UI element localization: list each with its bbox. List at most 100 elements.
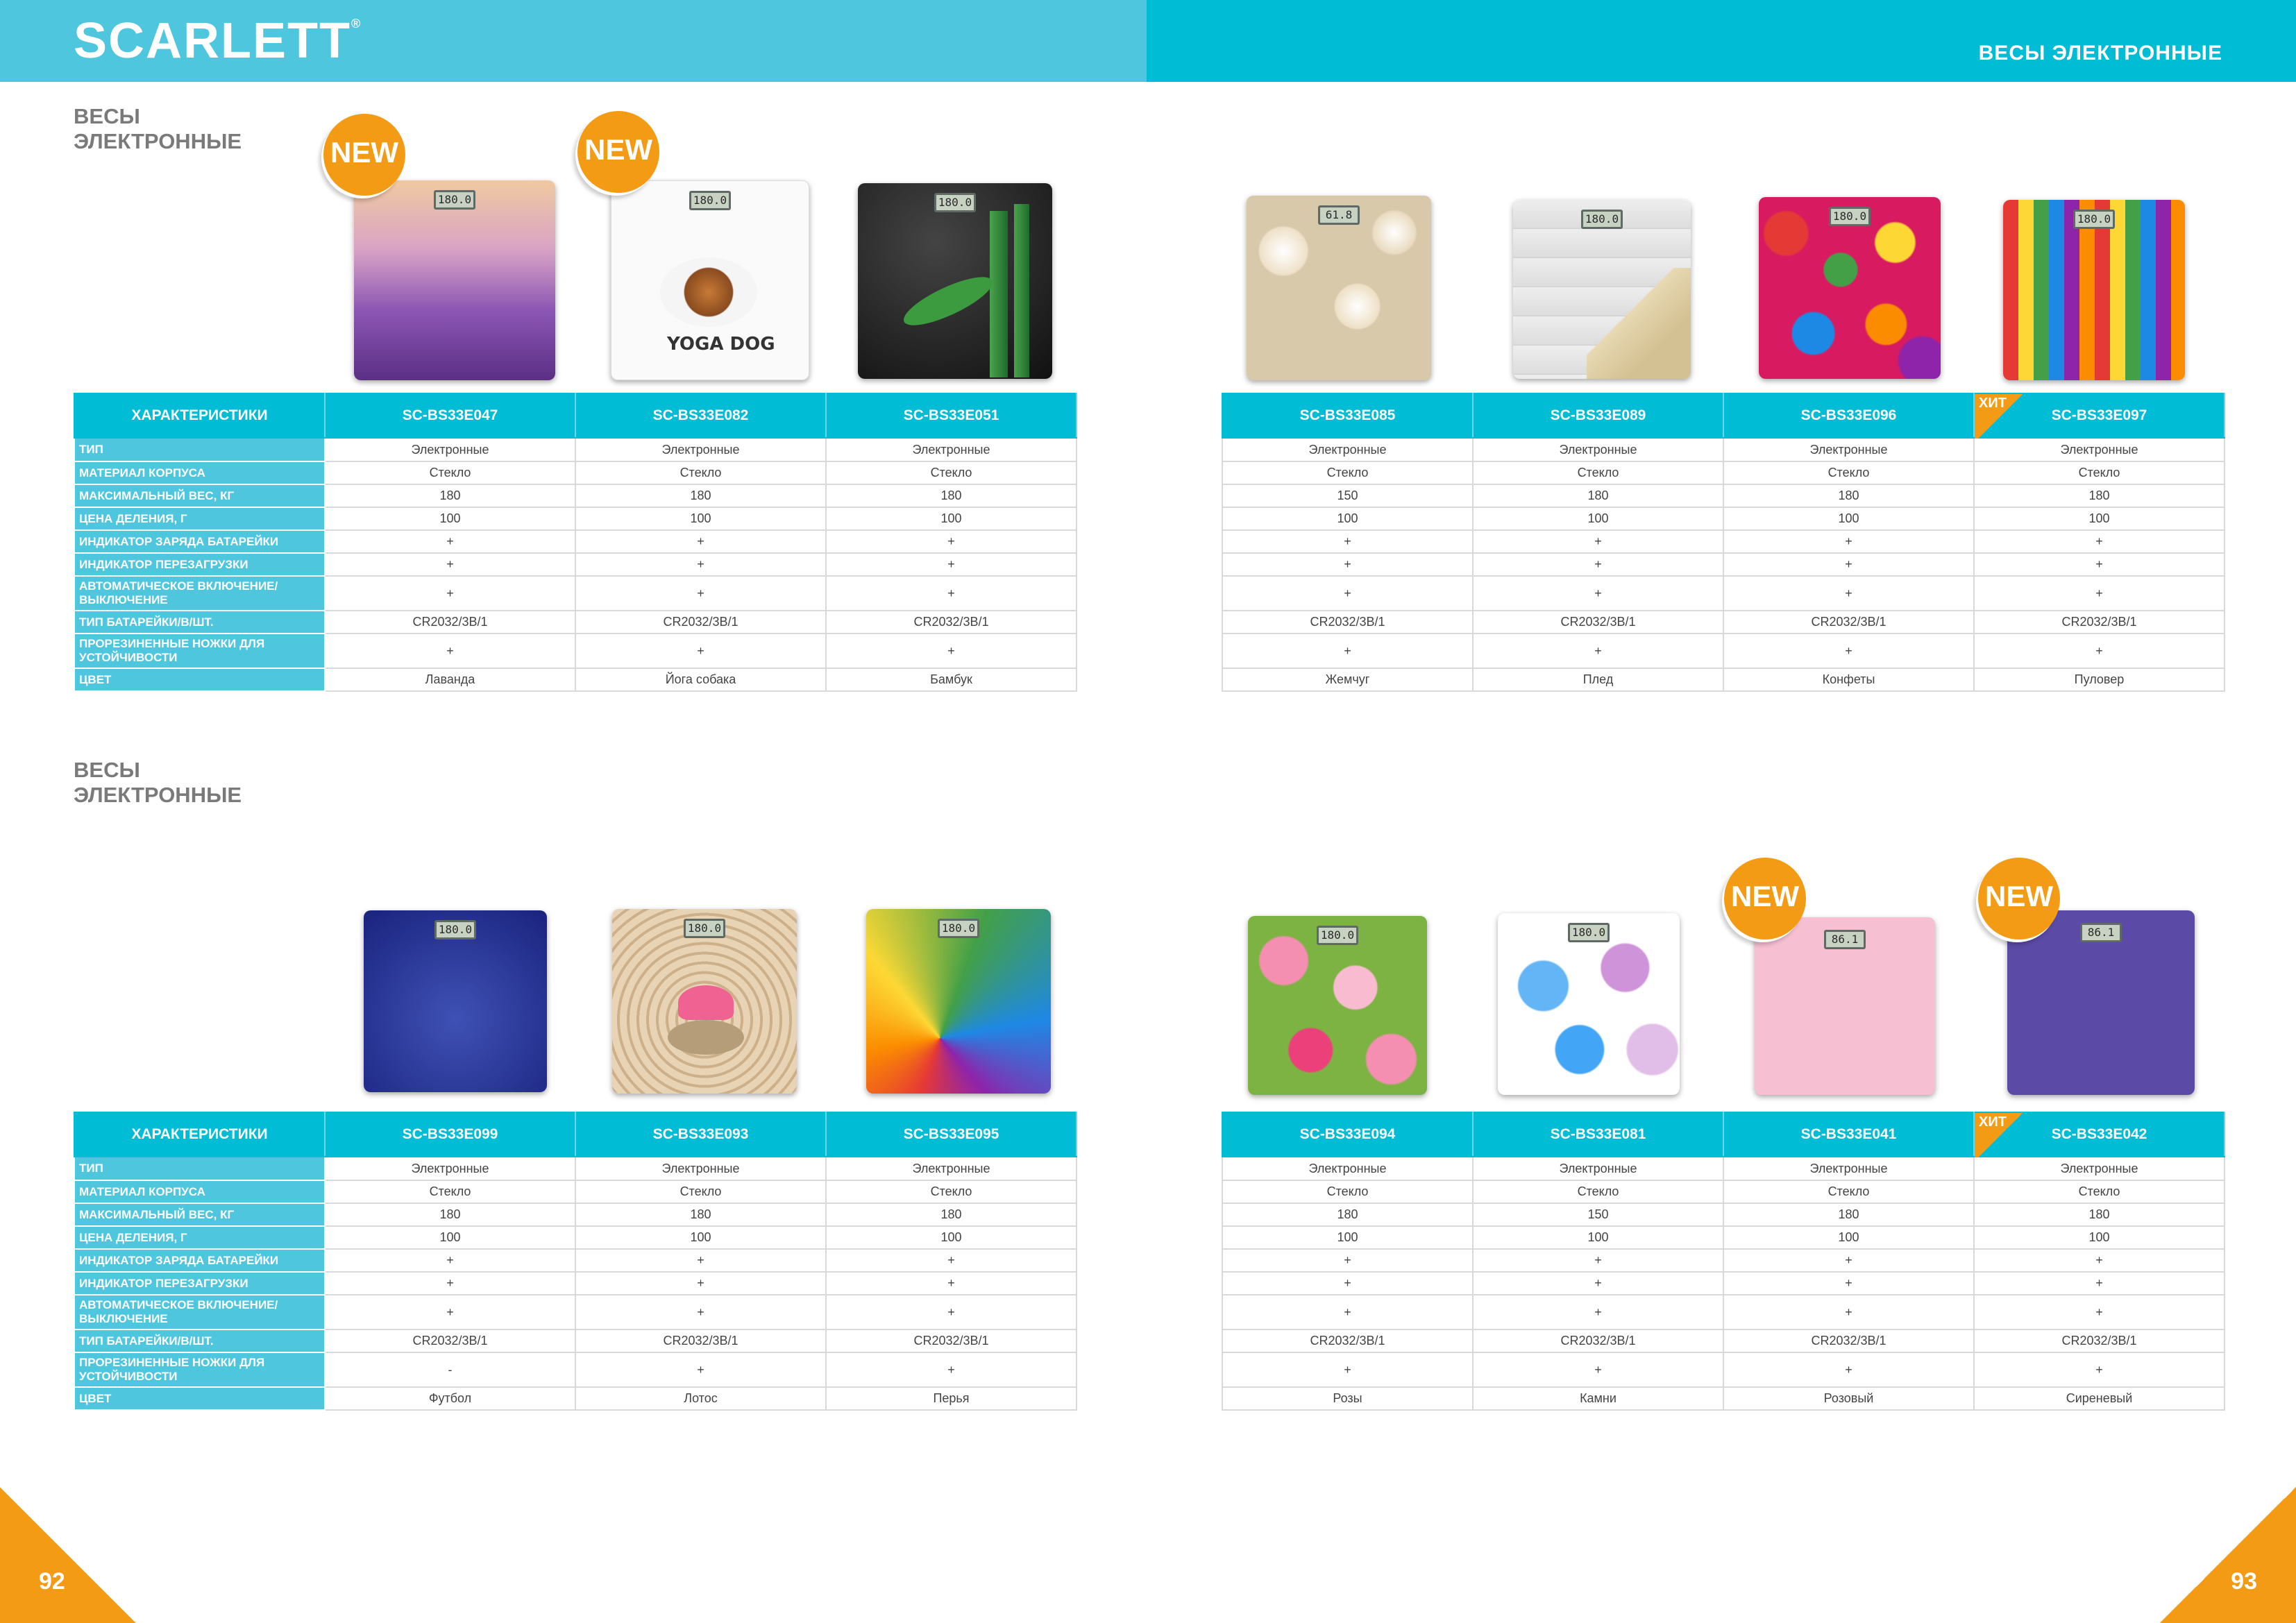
- table-row: + + + +: [1222, 633, 2225, 669]
- spec-value: 180: [1973, 484, 2225, 508]
- spec-label: ТИП БАТАРЕЙКИ/В/ШТ.: [74, 610, 326, 634]
- spec-value: Йога собака: [575, 668, 827, 692]
- spec-value: +: [1222, 552, 1474, 577]
- spec-value: +: [1723, 529, 1975, 554]
- table-row: Жемчуг Плед Конфеты Пуловер: [1222, 668, 2225, 692]
- table-row: ТИП БАТАРЕЙКИ/В/ШТ. CR2032/3В/1 CR2032/3В/…: [74, 1329, 1077, 1353]
- spec-value: +: [575, 1352, 827, 1388]
- spec-value: +: [825, 1352, 1077, 1388]
- table-row: + + + +: [1222, 552, 2225, 577]
- spec-value: Электронные: [1472, 1156, 1724, 1181]
- brand-logo: SCARLETT®: [74, 13, 362, 69]
- spec-value: +: [1222, 529, 1474, 554]
- product-image-butterflies: 180.0: [1498, 913, 1680, 1095]
- spec-value: +: [1723, 1294, 1975, 1330]
- header-title: ВЕСЫ ЭЛЕКТРОННЫЕ: [1978, 42, 2222, 65]
- spec-header-row: SC-BS33E094 SC-BS33E081 SC-BS33E041 ХИТ SC-B…: [1222, 1112, 2225, 1157]
- spec-value: +: [1472, 1271, 1724, 1295]
- spec-value: +: [1222, 1294, 1474, 1330]
- spec-value: +: [575, 633, 827, 669]
- spec-value: +: [324, 529, 576, 554]
- hit-badge: ХИТ: [1975, 1113, 2026, 1157]
- spec-value: Электронные: [1222, 437, 1474, 462]
- spec-value: Электронные: [1723, 1156, 1975, 1181]
- spec-value: +: [324, 1271, 576, 1295]
- spec-value: +: [324, 1248, 576, 1273]
- spec-value: Электронные: [1973, 437, 2225, 462]
- spec-label: ЦЕНА ДЕЛЕНИЯ, Г: [74, 507, 326, 531]
- spec-header-label: ХАРАКТЕРИСТИКИ: [74, 1112, 326, 1157]
- spec-value: +: [825, 552, 1077, 577]
- table-row: ИНДИКАТОР ЗАРЯДА БАТАРЕЙКИ + + +: [74, 529, 1077, 554]
- spec-value: Перья: [825, 1386, 1077, 1411]
- page-number-right: 93: [2231, 1568, 2257, 1595]
- spec-value: 100: [1973, 1225, 2225, 1250]
- spec-value: +: [1723, 1271, 1975, 1295]
- hit-badge: ХИТ: [1975, 394, 2026, 439]
- spec-value: Сиреневый: [1973, 1386, 2225, 1411]
- spec-value: Электронные: [1472, 437, 1724, 462]
- spec-value: 100: [324, 507, 576, 531]
- spec-value: +: [825, 529, 1077, 554]
- spec-value: CR2032/3В/1: [324, 610, 576, 634]
- spec-value: CR2032/3В/1: [1723, 1329, 1975, 1353]
- spec-value: Стекло: [825, 461, 1077, 485]
- model-name: ХИТ SC-BS33E097: [1973, 393, 2225, 439]
- spec-value: CR2032/3В/1: [1973, 610, 2225, 634]
- spec-label: ТИП: [74, 437, 326, 462]
- model-name: SC-BS33E095: [825, 1112, 1077, 1157]
- spec-value: +: [1973, 529, 2225, 554]
- spec-value: Плед: [1472, 668, 1724, 692]
- model-name: SC-BS33E085: [1222, 393, 1474, 439]
- spec-value: 180: [1973, 1203, 2225, 1227]
- spec-value: +: [1472, 1248, 1724, 1273]
- spec-value: Лотос: [575, 1386, 827, 1411]
- spec-value: 150: [1222, 484, 1474, 508]
- product-image-candies: 180.0: [1759, 197, 1941, 379]
- spec-value: 180: [825, 1203, 1077, 1227]
- table-row: Стекло Стекло Стекло Стекло: [1222, 461, 2225, 485]
- spec-label: ИНДИКАТОР ПЕРЕЗАГРУЗКИ: [74, 552, 326, 577]
- spec-value: Стекло: [1222, 461, 1474, 485]
- spec-header-row: ХАРАКТЕРИСТИКИ SC-BS33E099 SC-BS33E093 SC-B…: [74, 1112, 1077, 1157]
- spec-value: 100: [825, 507, 1077, 531]
- spec-value: Электронные: [825, 1156, 1077, 1181]
- spec-value: Электронные: [1222, 1156, 1474, 1181]
- spec-value: +: [575, 1248, 827, 1273]
- spec-value: 180: [1222, 1203, 1474, 1227]
- model-name: SC-BS33E094: [1222, 1112, 1474, 1157]
- spec-value: +: [1973, 1271, 2225, 1295]
- spec-value: CR2032/3В/1: [324, 1329, 576, 1353]
- spec-value: CR2032/3В/1: [575, 1329, 827, 1353]
- spec-value: CR2032/3В/1: [1973, 1329, 2225, 1353]
- spec-value: 100: [575, 507, 827, 531]
- spec-value: +: [825, 1294, 1077, 1330]
- table-row: Электронные Электронные Электронные Электро…: [1222, 437, 2225, 462]
- spec-label: ТИП БАТАРЕЙКИ/В/ШТ.: [74, 1329, 326, 1353]
- spec-value: +: [1222, 1248, 1474, 1273]
- section-title-2: ВЕСЫ ЭЛЕКТРОННЫЕ: [74, 758, 242, 807]
- section-title-1: ВЕСЫ ЭЛЕКТРОННЫЕ: [74, 104, 242, 153]
- spec-value: Розовый: [1723, 1386, 1975, 1411]
- spec-label: ИНДИКАТОР ЗАРЯДА БАТАРЕЙКИ: [74, 529, 326, 554]
- spec-value: 100: [825, 1225, 1077, 1250]
- spec-value: Конфеты: [1723, 668, 1975, 692]
- table-row: МАТЕРИАЛ КОРПУСА Стекло Стекло Стекло: [74, 1180, 1077, 1204]
- spec-value: +: [1973, 1352, 2225, 1388]
- spec-value: 100: [1472, 507, 1724, 531]
- spec-value: +: [1973, 1294, 2225, 1330]
- spec-value: +: [1472, 552, 1724, 577]
- spec-label: АВТОМАТИЧЕСКОЕ ВКЛЮЧЕНИЕ/ ВЫКЛЮЧЕНИЕ: [74, 1294, 326, 1330]
- spec-header-row: ХАРАКТЕРИСТИКИ SC-BS33E047 SC-BS33E082 SC-B…: [74, 393, 1077, 439]
- new-badge: NEW: [323, 114, 405, 196]
- spec-value: Стекло: [575, 1180, 827, 1204]
- product-image-pullover: 180.0: [2003, 200, 2185, 380]
- spec-label: ИНДИКАТОР ПЕРЕЗАГРУЗКИ: [74, 1271, 326, 1295]
- spec-value: 180: [324, 1203, 576, 1227]
- spec-value: CR2032/3В/1: [825, 610, 1077, 634]
- spec-label: МАТЕРИАЛ КОРПУСА: [74, 461, 326, 485]
- spec-value: +: [1723, 552, 1975, 577]
- table-row: 150 180 180 180: [1222, 484, 2225, 508]
- product-image-lilac: 86.1: [2007, 910, 2195, 1095]
- spec-value: +: [324, 575, 576, 611]
